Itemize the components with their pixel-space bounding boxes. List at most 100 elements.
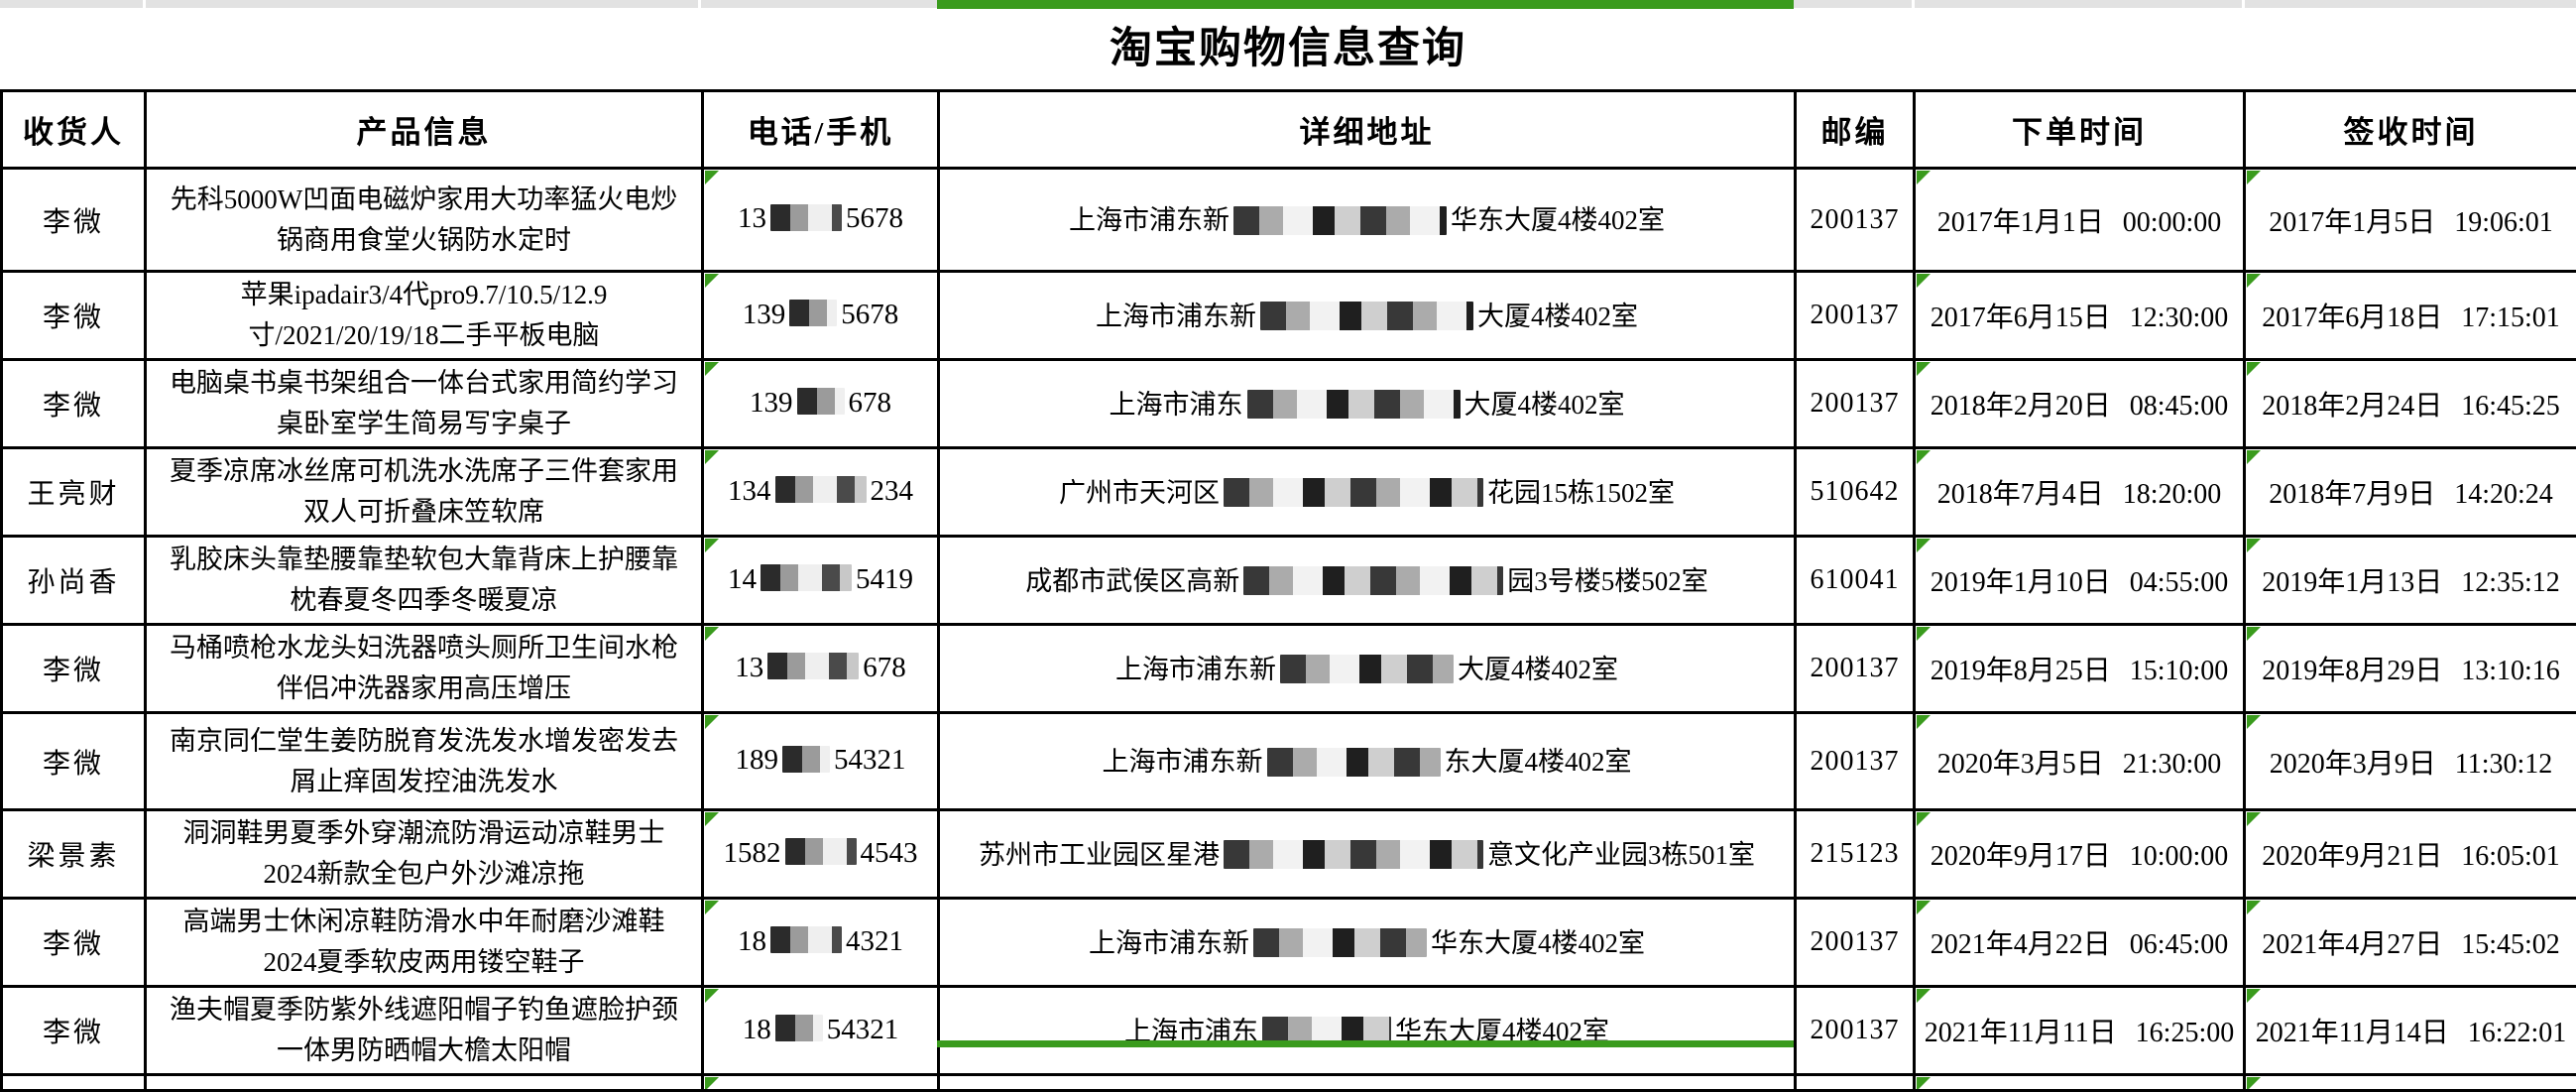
cell-address[interactable]: 广州市天河区花园15栋1502室 <box>939 448 1796 537</box>
cell-flag-triangle-icon <box>705 539 719 552</box>
cell-address[interactable]: 上海市浦东华东大厦4楼402室 <box>939 987 1796 1075</box>
cell-postcode[interactable]: 200137 <box>1796 360 1915 448</box>
column-header-sign-time[interactable]: 签收时间 <box>2245 91 2576 169</box>
cell-order-time[interactable]: 2019年1月10日 04:55:00 <box>1915 537 2245 625</box>
cell-recipient[interactable]: 梁景素 <box>2 810 146 899</box>
cell-sign-time[interactable]: 2020年9月21日 16:05:01 <box>2245 810 2576 899</box>
phone-visible-prefix: 18 <box>738 925 766 957</box>
redaction-pixelation <box>1243 566 1503 595</box>
cell-order-time[interactable]: 2019年8月25日 15:10:00 <box>1915 625 2245 713</box>
column-header-address[interactable]: 详细地址 <box>939 91 1796 169</box>
cell-order-time[interactable]: 2018年2月20日 08:45:00 <box>1915 360 2245 448</box>
cell-recipient[interactable]: 李微 <box>2 169 146 272</box>
address-visible-prefix: 广州市天河区 <box>1059 478 1220 508</box>
column-header-order-time[interactable]: 下单时间 <box>1915 91 2245 169</box>
cell-address[interactable]: 苏州市工业园区星港意文化产业园3栋501室 <box>939 810 1796 899</box>
cell-address[interactable]: 上海市浦东新大厦4楼402室 <box>939 625 1796 713</box>
order-time-value: 2018年7月4日 18:20:00 <box>1937 479 2222 510</box>
column-header-postcode[interactable]: 邮编 <box>1796 91 1915 169</box>
cell-sign-time[interactable]: 2018年2月24日 16:45:25 <box>2245 360 2576 448</box>
cell-recipient[interactable] <box>2 1075 146 1091</box>
cell-sign-time[interactable] <box>2245 1075 2576 1091</box>
selected-column-bottom-border <box>937 1040 1794 1047</box>
cell-address[interactable]: 成都市武侯区高新园3号楼5楼502室 <box>939 537 1796 625</box>
cell-recipient[interactable]: 李微 <box>2 272 146 360</box>
cell-product[interactable]: 马桶喷枪水龙头妇洗器喷头厕所卫生间水枪伴侣冲洗器家用高压增压 <box>146 625 703 713</box>
cell-recipient[interactable]: 李微 <box>2 899 146 987</box>
cell-phone[interactable] <box>703 1075 939 1091</box>
cell-recipient[interactable]: 王亮财 <box>2 448 146 537</box>
cell-postcode[interactable]: 200137 <box>1796 169 1915 272</box>
cell-address[interactable]: 上海市浦东新华东大厦4楼402室 <box>939 899 1796 987</box>
cell-order-time[interactable]: 2020年9月17日 10:00:00 <box>1915 810 2245 899</box>
cell-recipient[interactable]: 李微 <box>2 987 146 1075</box>
cell-postcode[interactable]: 200137 <box>1796 272 1915 360</box>
address-visible-suffix: 大厦4楼402室 <box>1464 390 1625 420</box>
cell-product[interactable]: 电脑桌书桌书架组合一体台式家用简约学习桌卧室学生简易写字桌子 <box>146 360 703 448</box>
column-header-phone[interactable]: 电话/手机 <box>703 91 939 169</box>
cell-address[interactable]: 上海市浦东新华东大厦4楼402室 <box>939 169 1796 272</box>
address-visible-suffix: 东大厦4楼402室 <box>1445 747 1632 777</box>
cell-address[interactable] <box>939 1075 1796 1091</box>
cell-order-time[interactable]: 2017年6月15日 12:30:00 <box>1915 272 2245 360</box>
cell-sign-time[interactable]: 2021年4月27日 15:45:02 <box>2245 899 2576 987</box>
cell-product[interactable]: 先科5000W凹面电磁炉家用大功率猛火电炒锅商用食堂火锅防水定时 <box>146 169 703 272</box>
cell-sign-time[interactable]: 2018年7月9日 14:20:24 <box>2245 448 2576 537</box>
cell-recipient[interactable]: 李微 <box>2 625 146 713</box>
cell-recipient[interactable]: 李微 <box>2 713 146 810</box>
cell-postcode[interactable]: 610041 <box>1796 537 1915 625</box>
column-header-recipient[interactable]: 收货人 <box>2 91 146 169</box>
cell-order-time[interactable]: 2020年3月5日 21:30:00 <box>1915 713 2245 810</box>
cell-flag-triangle-icon <box>1917 362 1931 376</box>
cell-sign-time[interactable]: 2019年8月29日 13:10:16 <box>2245 625 2576 713</box>
cell-product[interactable]: 苹果ipadair3/4代pro9.7/10.5/12.9寸/2021/20/1… <box>146 272 703 360</box>
cell-postcode[interactable]: 200137 <box>1796 625 1915 713</box>
cell-sign-time[interactable]: 2017年6月18日 17:15:01 <box>2245 272 2576 360</box>
column-header-product[interactable]: 产品信息 <box>146 91 703 169</box>
cell-postcode[interactable]: 510642 <box>1796 448 1915 537</box>
cell-recipient[interactable]: 李微 <box>2 360 146 448</box>
cell-postcode[interactable]: 215123 <box>1796 810 1915 899</box>
cell-sign-time[interactable]: 2019年1月13日 12:35:12 <box>2245 537 2576 625</box>
cell-order-time[interactable]: 2017年1月1日 00:00:00 <box>1915 169 2245 272</box>
sign-time-value: 2019年8月29日 13:10:16 <box>2262 656 2560 686</box>
cell-order-time[interactable] <box>1915 1075 2245 1091</box>
redaction-pixelation <box>782 746 830 773</box>
cell-sign-time[interactable]: 2017年1月5日 19:06:01 <box>2245 169 2576 272</box>
cell-postcode[interactable]: 200137 <box>1796 899 1915 987</box>
cell-product[interactable]: 夏季凉席冰丝席可机洗水洗席子三件套家用双人可折叠床笠软席 <box>146 448 703 537</box>
cell-address[interactable]: 上海市浦东新大厦4楼402室 <box>939 272 1796 360</box>
cell-product[interactable]: 高端男士休闲凉鞋防滑水中年耐磨沙滩鞋2024夏季软皮两用镂空鞋子 <box>146 899 703 987</box>
cell-product[interactable] <box>146 1075 703 1091</box>
cell-address[interactable]: 上海市浦东大厦4楼402室 <box>939 360 1796 448</box>
cell-order-time[interactable]: 2018年7月4日 18:20:00 <box>1915 448 2245 537</box>
sign-time-value: 2020年9月21日 16:05:01 <box>2262 841 2560 872</box>
table-row-partial <box>2 1075 2576 1091</box>
cell-product[interactable]: 洞洞鞋男夏季外穿潮流防滑运动凉鞋男士2024新款全包户外沙滩凉拖 <box>146 810 703 899</box>
cell-flag-triangle-icon <box>705 901 719 914</box>
cell-postcode[interactable]: 200137 <box>1796 713 1915 810</box>
cell-postcode[interactable]: 200137 <box>1796 987 1915 1075</box>
cell-address[interactable]: 上海市浦东新东大厦4楼402室 <box>939 713 1796 810</box>
cell-sign-time[interactable]: 2020年3月9日 11:30:12 <box>2245 713 2576 810</box>
cell-order-time[interactable]: 2021年11月11日 16:25:00 <box>1915 987 2245 1075</box>
sign-time-value: 2021年4月27日 15:45:02 <box>2262 929 2560 960</box>
cell-sign-time[interactable]: 2021年11月14日 16:22:01 <box>2245 987 2576 1075</box>
cell-product[interactable]: 乳胶床头靠垫腰靠垫软包大靠背床上护腰靠枕春夏冬四季冬暖夏凉 <box>146 537 703 625</box>
address-visible-prefix: 成都市武侯区高新 <box>1025 566 1239 596</box>
cell-recipient[interactable]: 孙尚香 <box>2 537 146 625</box>
cell-product[interactable]: 南京同仁堂生姜防脱育发洗发水增发密发去屑止痒固发控油洗发水 <box>146 713 703 810</box>
cell-order-time[interactable]: 2021年4月22日 06:45:00 <box>1915 899 2245 987</box>
cell-postcode[interactable] <box>1796 1075 1915 1091</box>
cell-product[interactable]: 渔夫帽夏季防紫外线遮阳帽子钓鱼遮脸护颈一体男防晒帽大檐太阳帽 <box>146 987 703 1075</box>
